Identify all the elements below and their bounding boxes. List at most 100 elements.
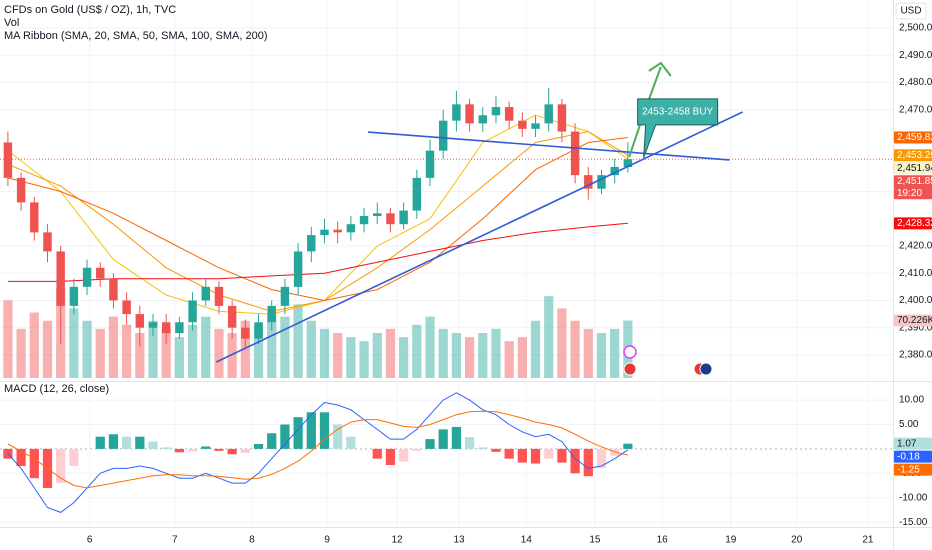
x-tick-label: 9 [324, 535, 330, 546]
volume-bar [42, 320, 53, 378]
price-tag [894, 149, 932, 162]
macd-line [7, 392, 629, 513]
candle-body [214, 286, 224, 306]
callout-text: 2453-2458 BUY [642, 107, 713, 118]
volume-bar [227, 333, 237, 378]
volume-bar [425, 316, 435, 378]
y-tick-label: 5.00 [899, 419, 919, 430]
histogram-bar [240, 448, 250, 453]
x-tick-label: 12 [391, 535, 403, 546]
arrow-head [648, 61, 672, 77]
x-tick-label: 16 [657, 535, 669, 546]
candle-body [161, 322, 171, 334]
histogram-bar [95, 436, 105, 449]
histogram-bar [425, 439, 435, 449]
price-tag-label: -0.18 [897, 451, 920, 462]
volume-bar [596, 333, 607, 378]
histogram-bar [464, 437, 475, 449]
price-tag-label: 2,459.82 [897, 132, 932, 143]
candle-body [610, 166, 619, 176]
volume-bar [372, 333, 382, 378]
candle-body [201, 286, 210, 301]
volume-bar [3, 300, 13, 378]
candle-body [254, 322, 263, 339]
volume-bar [517, 337, 527, 378]
candle-body [56, 251, 65, 306]
volume-bar [253, 324, 264, 378]
candle-body [30, 202, 39, 233]
volume-bar [491, 328, 501, 378]
candle-body [452, 104, 461, 121]
candle-body [465, 104, 474, 124]
x-tick-label: 21 [862, 535, 874, 546]
histogram-bar [161, 447, 171, 449]
volume-bar [293, 304, 303, 378]
histogram-bar [148, 441, 158, 449]
volume-bar [82, 320, 92, 378]
volume-bar [451, 333, 462, 378]
macd-title: MACD (12, 26, close) [4, 383, 109, 395]
x-tick-label: 14 [521, 535, 533, 546]
volume-bar [399, 337, 409, 378]
histogram-bar [372, 448, 382, 459]
histogram-bar [610, 448, 620, 456]
currency[interactable]: USD [900, 6, 921, 17]
event-icon[interactable] [623, 345, 637, 359]
price-tag [894, 463, 932, 476]
volume-bar [187, 324, 198, 378]
volume-bar [438, 328, 448, 378]
y-tick-label: 2,390.00 [899, 322, 932, 333]
candle-body [227, 305, 237, 328]
histogram-bar [346, 436, 356, 449]
histogram-bar [293, 417, 303, 449]
histogram-bar [451, 426, 462, 449]
candle-body [82, 267, 92, 287]
candle-body [518, 120, 527, 129]
volume-bar [478, 333, 488, 378]
histogram-bar [253, 444, 264, 449]
volume-bar [148, 320, 158, 378]
candle-body [122, 300, 131, 315]
candle-body [188, 300, 197, 323]
histogram-bar [478, 447, 488, 449]
candle-body [478, 115, 487, 124]
volume-bar [570, 320, 580, 378]
candle-body [333, 229, 342, 233]
candle-body [346, 224, 356, 233]
price-tag-label: 2,453.29 [897, 150, 932, 161]
volume-bar [214, 328, 224, 378]
y-tick-label: -15.00 [899, 517, 928, 528]
candle-body [293, 251, 303, 287]
volume-bar [412, 324, 422, 378]
volume-bar [280, 316, 290, 378]
ma-line [7, 137, 628, 302]
histogram-bar [108, 434, 119, 449]
candle-body [241, 327, 250, 339]
price-tag [894, 162, 932, 175]
volume-bar [544, 296, 554, 378]
price-tag [894, 437, 932, 450]
x-tick-label: 15 [589, 535, 601, 546]
histogram-bar [187, 448, 198, 452]
histogram-bar [517, 448, 527, 463]
event-icon[interactable] [623, 362, 637, 376]
callout-box [637, 98, 719, 159]
histogram-bar [596, 448, 607, 468]
price-tag-label: 2,451.94 [897, 163, 932, 174]
candle-body [109, 278, 118, 301]
histogram-bar [29, 448, 39, 479]
candle-body [425, 150, 435, 178]
y-tick-label: 2,400.00 [899, 295, 932, 306]
event-icon[interactable] [699, 362, 713, 376]
candle-body [438, 120, 448, 151]
histogram-bar [570, 448, 580, 474]
candle-body [531, 123, 540, 129]
histogram-bar [306, 412, 316, 449]
currency-box[interactable] [895, 2, 927, 20]
histogram-bar [438, 429, 448, 449]
volume-bar [69, 308, 79, 378]
y-tick-label: 2,380.00 [899, 350, 932, 361]
histogram-bar [122, 436, 132, 449]
candle-body [359, 216, 369, 225]
